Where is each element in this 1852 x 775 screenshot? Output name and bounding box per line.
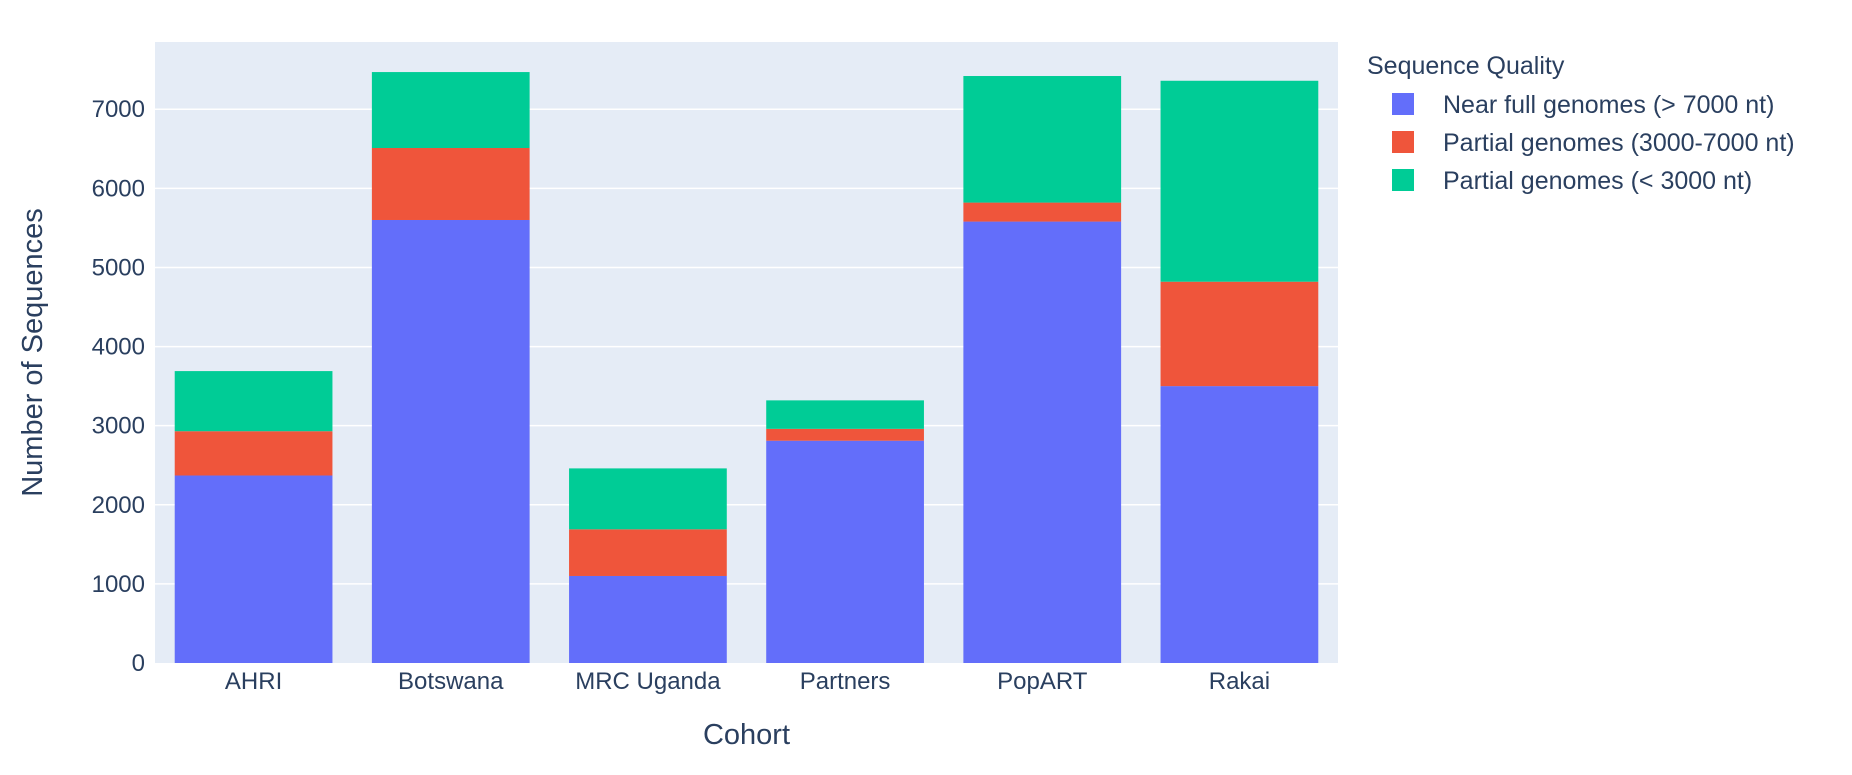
bar-segment (569, 575, 727, 663)
y-tick-label: 3000 (92, 413, 145, 440)
x-tick-label: MRC Uganda (575, 668, 721, 695)
bar-segment (1160, 80, 1319, 282)
bar-segment (766, 400, 924, 429)
x-tick-label: Partners (800, 668, 891, 695)
x-axis-ticks: AHRI Botswana MRC Uganda Partners PopART Raka… (225, 668, 1270, 695)
bar-segment (569, 468, 727, 530)
y-tick-label: 5000 (92, 254, 145, 281)
y-axis-title: Number of Sequences (17, 208, 49, 497)
y-tick-label: 4000 (92, 334, 145, 361)
legend-swatch (1392, 93, 1414, 115)
bar-segment (1160, 386, 1319, 663)
bar-segment (174, 475, 333, 663)
legend: Sequence Quality Near full genomes (> 70… (1367, 52, 1795, 195)
x-tick-label: PopART (997, 668, 1088, 695)
legend-items: Near full genomes (> 7000 nt) Partial gen… (1392, 91, 1795, 195)
bar-segment (766, 440, 924, 663)
bar-segment (1160, 281, 1319, 387)
x-tick-label: AHRI (225, 668, 282, 695)
legend-label: Near full genomes (> 7000 nt) (1443, 91, 1774, 119)
y-tick-label: 6000 (92, 175, 145, 202)
x-tick-label: Rakai (1209, 668, 1270, 695)
bar-segment (174, 371, 333, 432)
legend-title: Sequence Quality (1367, 52, 1565, 80)
y-tick-label: 7000 (92, 96, 145, 123)
bar-segment (766, 428, 924, 441)
legend-swatch (1392, 169, 1414, 191)
x-tick-label: Botswana (398, 668, 504, 695)
y-tick-label: 1000 (92, 571, 145, 598)
y-tick-label: 0 (132, 650, 145, 677)
plot-background (155, 42, 1338, 663)
bar-segment (963, 76, 1122, 203)
y-tick-label: 2000 (92, 492, 145, 519)
bar-segment (569, 529, 727, 576)
bar-segment (963, 202, 1122, 222)
bar-segment (371, 219, 530, 663)
bars (174, 72, 1319, 663)
legend-label: Partial genomes (3000-7000 nt) (1443, 129, 1795, 157)
bar-segment (371, 148, 530, 220)
bar-segment (371, 72, 530, 149)
bar-segment (963, 221, 1122, 663)
gridlines (155, 108, 1338, 585)
x-axis-title: Cohort (703, 719, 790, 751)
bar-segment (174, 431, 333, 476)
y-axis-ticks: 0 1000 2000 3000 4000 5000 6000 7000 (92, 96, 145, 677)
legend-swatch (1392, 131, 1414, 153)
legend-label: Partial genomes (< 3000 nt) (1443, 167, 1752, 195)
